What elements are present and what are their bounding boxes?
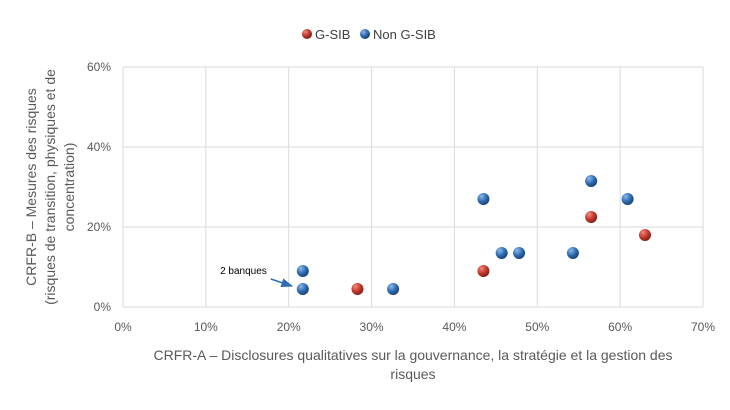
gsib-point [584, 210, 599, 224]
legend-label-0: G-SIB [315, 27, 350, 42]
non-gsib-point [386, 282, 401, 296]
non-gsib-point [476, 192, 491, 206]
y-axis-ticks: 0% 20% 40% 60% [87, 60, 111, 314]
y-axis-title-line: CRFR-B – Mesures des risques [23, 88, 39, 286]
x-axis-ticks: 0% 10% 20% 30% 40% 50% 60% 70% [114, 320, 715, 334]
annotation: 2 banques [220, 266, 294, 287]
gsib-point [350, 282, 365, 296]
x-axis-title: CRFR-A – Disclosures qualitatives sur la… [153, 347, 672, 382]
non-gsib-point [620, 192, 635, 206]
legend-marker-0 [302, 29, 312, 39]
legend-marker-1 [360, 29, 370, 39]
non-gsib-point [584, 174, 599, 188]
x-tick-label: 10% [194, 320, 218, 334]
x-axis-title-line: CRFR-A – Disclosures qualitatives sur la… [153, 347, 672, 363]
x-tick-label: 0% [114, 320, 132, 334]
non-gsib-point [295, 282, 310, 296]
y-tick-label: 20% [87, 220, 111, 234]
y-tick-label: 40% [87, 140, 111, 154]
y-tick-label: 60% [87, 60, 111, 74]
legend: G-SIB Non G-SIB [302, 27, 436, 42]
x-tick-label: 60% [608, 320, 632, 334]
gsib-point [476, 264, 491, 278]
x-tick-label: 50% [525, 320, 549, 334]
y-axis-title: CRFR-B – Mesures des risques (risques de … [23, 69, 77, 305]
y-tick-label: 0% [94, 300, 112, 314]
data-points [295, 174, 652, 296]
x-tick-label: 40% [442, 320, 466, 334]
x-tick-label: 70% [691, 320, 715, 334]
legend-label-1: Non G-SIB [373, 27, 436, 42]
y-axis-title-line: (risques de transition, physiques et de [42, 69, 58, 305]
non-gsib-point [295, 264, 310, 278]
y-axis-title-line: concentration) [61, 143, 77, 232]
annotation-label: 2 banques [220, 266, 267, 277]
x-axis-title-line: risques [390, 366, 435, 382]
non-gsib-point [565, 246, 580, 260]
x-tick-label: 30% [360, 320, 384, 334]
non-gsib-point [512, 246, 527, 260]
gsib-point [638, 228, 652, 242]
gridlines [122, 66, 704, 308]
non-gsib-point [494, 246, 509, 260]
annotation-arrow [270, 278, 294, 287]
x-tick-label: 20% [277, 320, 301, 334]
